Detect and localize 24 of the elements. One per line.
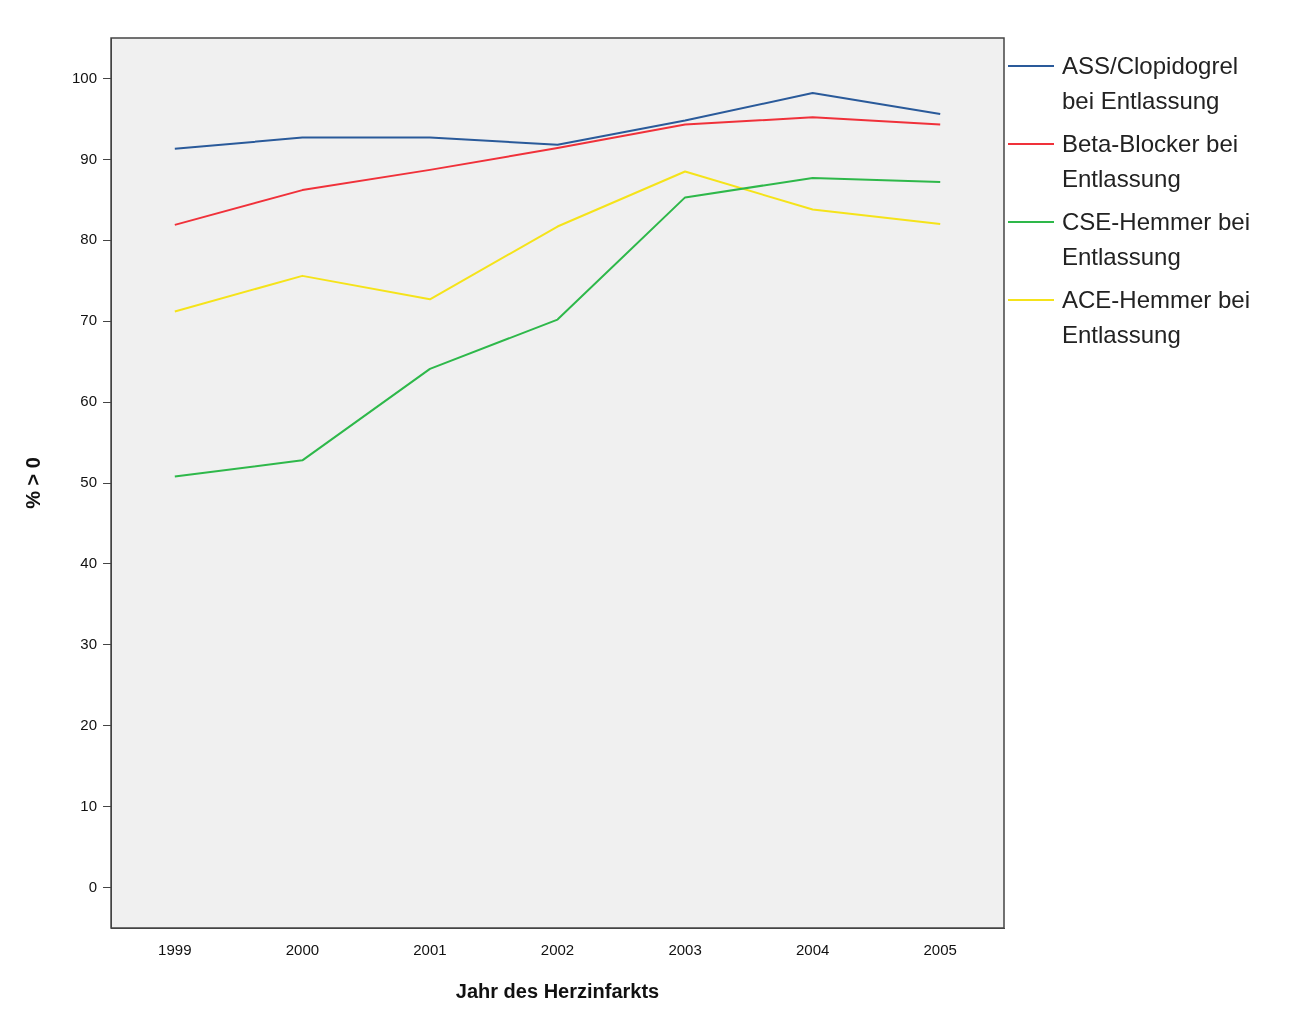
y-tick-label: 40 (80, 554, 98, 572)
x-tick-label: 2002 (540, 941, 575, 959)
x-tick-label: 2004 (795, 941, 830, 959)
y-tick-label: 90 (80, 149, 98, 167)
y-tick-label: 60 (80, 392, 98, 410)
x-axis-title: Jahr des Herzinfarkts (455, 979, 660, 1002)
x-tick-label: 1999 (158, 941, 192, 959)
y-tick-label: 30 (80, 634, 98, 652)
legend-label: ASS/Clopidogrel bei Entlassung (1062, 51, 1240, 116)
x-tick-label: 2000 (285, 941, 320, 959)
y-axis-title: % > 0 (21, 457, 44, 509)
legend-label: Beta-Blocker bei Entlassung (1062, 129, 1240, 194)
y-tick-label: 80 (80, 230, 98, 248)
legend-label: ACE-Hemmer bei Entlassung (1062, 285, 1252, 350)
legend-label: CSE-Hemmer bei Entlassung (1062, 207, 1252, 272)
y-tick-label: 100 (72, 68, 98, 86)
x-tick-label: 2005 (923, 941, 957, 959)
y-tick-label: 20 (80, 715, 98, 733)
x-tick-label: 2003 (668, 941, 702, 959)
y-tick-label: 50 (80, 473, 98, 491)
x-tick-label: 2001 (413, 941, 447, 959)
y-tick-label: 0 (88, 877, 98, 895)
y-tick-label: 70 (80, 311, 98, 329)
y-tick-label: 10 (80, 796, 98, 814)
